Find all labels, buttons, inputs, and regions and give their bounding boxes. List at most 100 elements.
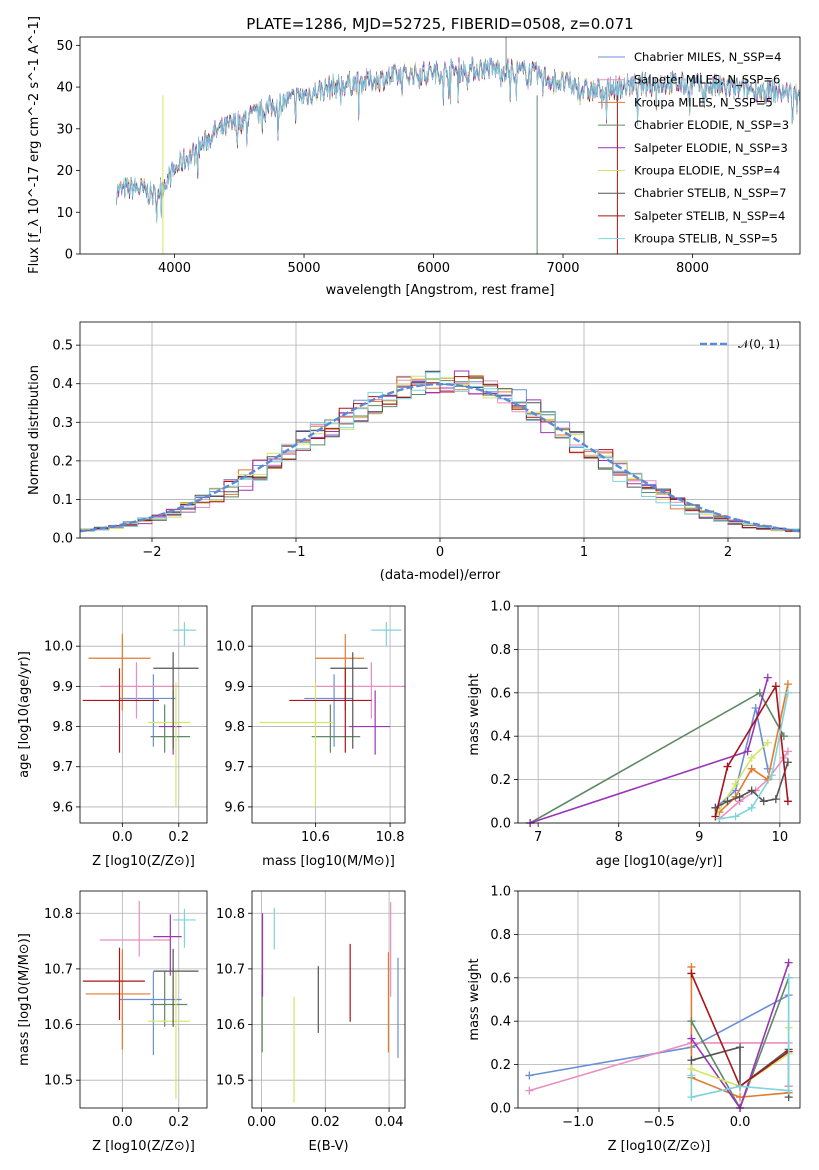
y-tick-label: 10.8 (216, 907, 245, 922)
x-tick-label: 10.8 (376, 830, 405, 845)
weight-marker-4 (763, 673, 772, 682)
weight-marker-3 (755, 688, 764, 697)
normal-curve (80, 382, 800, 533)
x-tick-label: 0.2 (168, 830, 189, 845)
weight-series-4 (690, 962, 790, 1108)
weight-marker-8 (783, 688, 792, 697)
weight-marker-2 (736, 1093, 745, 1102)
weight-marker-7 (687, 969, 696, 978)
y-tick-label: 10.0 (44, 640, 73, 655)
spectrum-series-8 (116, 57, 800, 223)
x-tick-label: 4000 (158, 261, 191, 276)
x-tick-label: 0 (436, 545, 444, 560)
axes-frame (517, 605, 801, 824)
x-axis-label: mass [log10(M/M⊙)] (262, 854, 395, 869)
y-axis-label: Normed distribution (27, 365, 42, 495)
y-tick-label: 10.6 (44, 1018, 73, 1033)
panel-6 (248, 891, 405, 1112)
y-axis-label: mass [log10(M/M⊙)] (17, 933, 32, 1066)
weight-marker-6 (687, 1056, 696, 1065)
x-tick-label: 2 (724, 545, 732, 560)
weight-marker-8 (747, 803, 756, 812)
y-tick-label: 9.6 (224, 800, 245, 815)
panel-2 (76, 606, 207, 827)
y-tick-label: 0.8 (490, 928, 511, 943)
x-tick-label: 9 (695, 830, 703, 845)
legend-label-5: Kroupa ELODIE, N_SSP=4 (634, 164, 780, 178)
axes-frame (517, 890, 801, 1109)
histogram-series-8 (80, 372, 800, 538)
weight-marker-6 (735, 792, 744, 801)
x-axis-label: Z [log10(Z/Z⊙)] (92, 1139, 195, 1154)
weight-marker-6 (736, 1043, 745, 1052)
x-axis-label: E(B-V) (308, 1139, 348, 1154)
legend-label-0: Chabrier MILES, N_SSP=4 (634, 50, 781, 64)
axes-frame (79, 36, 801, 255)
legend-label-3: Chabrier ELODIE, N_SSP=3 (634, 118, 789, 132)
y-tick-label: 0.6 (490, 686, 511, 701)
y-tick-label: 10.8 (44, 907, 73, 922)
weight-marker-2 (783, 680, 792, 689)
axes-frame (79, 605, 208, 824)
weight-marker-0 (525, 1071, 534, 1080)
legend-label-2: Kroupa MILES, N_SSP=5 (634, 95, 773, 109)
chart-title: PLATE=1286, MJD=52725, FIBERID=0508, z=0… (246, 15, 633, 33)
weight-marker-7 (771, 682, 780, 691)
x-tick-label: 0.04 (375, 1115, 404, 1130)
panel-3 (248, 606, 405, 827)
axes-frame (79, 321, 801, 539)
y-tick-label: 20 (56, 164, 73, 179)
weight-marker-0 (751, 703, 760, 712)
y-tick-label: 9.6 (52, 800, 73, 815)
y-tick-label: 9.9 (224, 680, 245, 695)
weight-marker-8 (687, 1071, 696, 1080)
panel-5 (76, 891, 207, 1112)
y-tick-label: 0.3 (52, 416, 73, 431)
y-tick-label: 9.8 (52, 720, 73, 735)
y-tick-label: 0.0 (490, 1102, 511, 1117)
y-tick-label: 10.5 (44, 1074, 73, 1089)
y-tick-label: 0.1 (52, 493, 73, 508)
x-tick-label: 1 (580, 545, 588, 560)
weight-marker-7 (723, 762, 732, 771)
x-axis-label: wavelength [Angstrom, rest frame] (326, 283, 555, 298)
y-tick-label: 10.0 (216, 640, 245, 655)
y-tick-label: 40 (56, 81, 73, 96)
weight-marker-6 (747, 786, 756, 795)
y-axis-label: mass weight (467, 673, 482, 755)
y-axis-label: age [log10(age/yr)] (17, 651, 32, 778)
x-axis-label: Z [log10(Z/Z⊙)] (92, 854, 195, 869)
weight-series-7 (714, 683, 789, 817)
x-tick-label: 0.0 (112, 830, 133, 845)
x-tick-label: −1 (286, 545, 305, 560)
weight-marker-8 (687, 1093, 696, 1102)
x-tick-label: 10 (772, 830, 789, 845)
y-tick-label: 50 (56, 39, 73, 54)
x-tick-label: 0.0 (112, 1115, 133, 1130)
weight-marker-6 (759, 797, 768, 806)
weight-marker-5 (763, 738, 772, 747)
y-tick-label: 9.7 (52, 760, 73, 775)
weight-marker-8 (784, 973, 793, 982)
y-tick-label: 0.6 (490, 971, 511, 986)
weight-marker-4 (784, 958, 793, 967)
y-tick-label: 1.0 (490, 885, 511, 900)
y-tick-label: 9.8 (224, 720, 245, 735)
weight-marker-1 (525, 1086, 534, 1095)
legend-label-4: Salpeter ELODIE, N_SSP=3 (634, 141, 788, 155)
x-tick-label: 0.0 (730, 1115, 751, 1130)
panel-0 (76, 44, 693, 258)
x-axis-label: (data-model)/error (380, 568, 501, 583)
legend-label-7: Salpeter STELIB, N_SSP=4 (634, 209, 785, 223)
y-tick-label: 10.7 (216, 962, 245, 977)
weight-series-0 (714, 707, 769, 809)
weight-marker-1 (783, 747, 792, 756)
x-tick-label: 7000 (546, 261, 579, 276)
axes-frame (251, 890, 406, 1109)
weight-marker-7 (711, 812, 720, 821)
y-tick-label: 0.0 (490, 817, 511, 832)
weight-series-3 (690, 977, 790, 1108)
weight-marker-8 (784, 1086, 793, 1095)
weight-marker-5 (731, 779, 740, 788)
